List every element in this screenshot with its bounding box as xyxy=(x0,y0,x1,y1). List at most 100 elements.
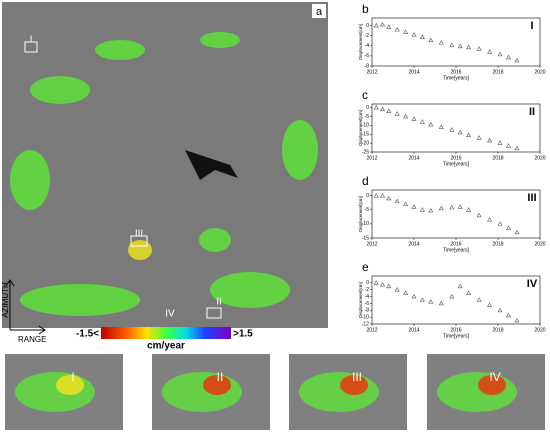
x-tick-label: 2014 xyxy=(408,241,419,247)
data-point xyxy=(411,293,417,299)
y-tick-label: -5 xyxy=(365,207,370,213)
y-tick-label: -12 xyxy=(362,321,369,327)
map-image xyxy=(2,2,328,328)
site-box xyxy=(130,235,148,247)
data-point xyxy=(457,283,463,289)
x-tick-label: 2018 xyxy=(492,69,503,75)
x-axis-label: Time[years] xyxy=(443,161,470,167)
inset-patch xyxy=(15,372,95,412)
x-tick-label: 2016 xyxy=(450,155,461,161)
x-tick-label: 2020 xyxy=(534,241,545,247)
y-axis-label: Displacement[cm] xyxy=(358,24,363,60)
site-label: II xyxy=(529,106,535,118)
data-point xyxy=(487,137,493,143)
y-tick-label: -15 xyxy=(362,235,369,241)
x-tick-label: 2020 xyxy=(534,69,545,75)
x-tick-label: 2020 xyxy=(534,327,545,333)
data-point xyxy=(411,204,417,209)
y-tick-label: -15 xyxy=(362,132,369,138)
data-point xyxy=(476,46,482,51)
data-point xyxy=(428,299,434,304)
data-point xyxy=(394,111,400,116)
data-point xyxy=(514,229,520,235)
inset-patch xyxy=(162,372,242,412)
x-tick-label: 2016 xyxy=(450,327,461,333)
data-point xyxy=(476,135,482,140)
y-tick-label: 0 xyxy=(366,105,369,111)
chart: c II 2012 2014 2016 2018 2020 -25 -20 -15 -10 -5 0 Ti… xyxy=(358,88,546,167)
y-axis-label: Displacement[cm] xyxy=(358,282,363,318)
panel-label-box xyxy=(312,4,326,18)
data-point xyxy=(487,302,493,307)
data-point xyxy=(419,207,425,212)
plot-frame xyxy=(371,189,541,239)
x-tick-label: 2016 xyxy=(450,69,461,75)
x-tick-label: 2018 xyxy=(492,155,503,161)
data-point xyxy=(419,119,425,124)
inset-patch xyxy=(203,375,231,395)
x-tick-label: 2014 xyxy=(408,69,419,75)
site-label: IV xyxy=(527,278,538,290)
data-point xyxy=(411,32,417,37)
data-point xyxy=(466,44,472,50)
data-point xyxy=(497,51,503,57)
data-point xyxy=(428,208,434,213)
chart: d III 2012 2014 2016 2018 2020 -15 -10 -5 0 Time[ye… xyxy=(358,174,546,253)
y-tick-label: -10 xyxy=(362,314,369,320)
inset-patch xyxy=(340,375,368,395)
data-point xyxy=(505,312,512,318)
site-label: I xyxy=(530,20,533,32)
colorbar-max: >1.5 xyxy=(233,329,253,340)
y-tick-label: -8 xyxy=(365,308,370,314)
data-point xyxy=(373,22,379,28)
data-point xyxy=(379,106,386,112)
chart: b I 2012 2014 2016 2018 2020 -8 -6 -4 -2 0 Time[year… xyxy=(358,2,546,81)
y-axis-label: Displacement[cm] xyxy=(358,110,363,146)
map: a I II III IV AZIMUTH RANGE -1.5< >1.5 c… xyxy=(1,2,328,352)
data-point xyxy=(466,290,472,295)
data-point xyxy=(497,221,503,226)
data-point xyxy=(403,201,409,206)
y-tick-label: 0 xyxy=(366,23,369,29)
data-point xyxy=(379,193,386,198)
data-point xyxy=(514,145,520,151)
x-tick-label: 2014 xyxy=(408,327,419,333)
inset-patch xyxy=(437,372,517,412)
y-tick-label: -20 xyxy=(362,140,369,146)
x-tick-label: 2014 xyxy=(408,155,419,161)
inset-patch xyxy=(56,375,84,395)
y-tick-label: -8 xyxy=(365,63,370,69)
data-point xyxy=(438,205,444,211)
data-point xyxy=(466,207,472,212)
x-tick-label: 2016 xyxy=(450,241,461,247)
data-point xyxy=(428,37,434,43)
data-point xyxy=(394,27,400,32)
y-tick-label: 0 xyxy=(366,280,369,286)
data-point xyxy=(379,21,386,27)
panel-label: a xyxy=(316,6,323,18)
y-tick-label: -4 xyxy=(365,294,370,300)
site-label: IV xyxy=(165,309,175,320)
data-point xyxy=(497,307,503,313)
x-tick-label: 2012 xyxy=(366,241,377,247)
insets: I II III IV xyxy=(5,354,545,430)
x-tick-label: 2012 xyxy=(366,69,377,75)
panel-label: c xyxy=(362,88,368,102)
data-point xyxy=(438,300,444,306)
y-tick-label: -6 xyxy=(365,301,370,307)
data-point xyxy=(457,129,463,135)
data-point xyxy=(419,297,425,302)
data-point xyxy=(505,143,512,148)
data-point xyxy=(457,204,463,209)
data-point xyxy=(379,281,386,287)
y-tick-label: -4 xyxy=(365,43,370,49)
site-label: III xyxy=(135,229,143,240)
site-label: III xyxy=(527,192,536,204)
data-point xyxy=(449,293,455,299)
data-point xyxy=(514,317,520,323)
data-point xyxy=(466,132,472,137)
y-tick-label: -25 xyxy=(362,149,369,155)
y-tick-label: 0 xyxy=(366,193,369,199)
